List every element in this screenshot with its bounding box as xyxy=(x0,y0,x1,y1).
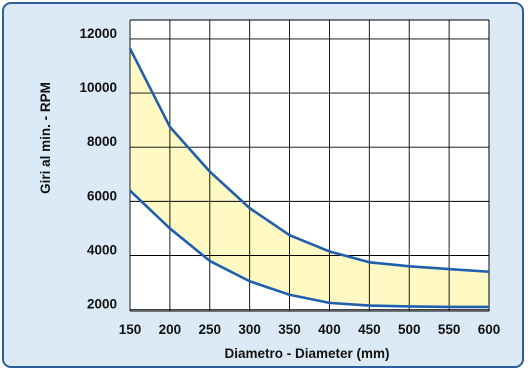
x-tick-label-200: 200 xyxy=(159,322,182,337)
x-tick-label-450: 450 xyxy=(358,322,381,337)
y-tick-label-12000: 12000 xyxy=(79,26,117,41)
x-tick-label-350: 350 xyxy=(278,322,301,337)
rpm-range-band xyxy=(130,48,489,307)
x-tick-label-150: 150 xyxy=(119,322,142,337)
lower-rpm-line xyxy=(129,189,489,309)
x-tick-label-250: 250 xyxy=(199,322,222,337)
y-tick-label-8000: 8000 xyxy=(87,134,117,149)
x-axis-label: Diametro - Diameter (mm) xyxy=(224,346,389,361)
y-tick-label-10000: 10000 xyxy=(79,80,117,95)
x-tick-label-300: 300 xyxy=(238,322,261,337)
x-tick-label-600: 600 xyxy=(478,322,501,337)
y-tick-label-6000: 6000 xyxy=(87,188,117,203)
upper-rpm-line xyxy=(128,47,490,274)
y-tick-label-4000: 4000 xyxy=(87,243,117,258)
y-tick-label-2000: 2000 xyxy=(87,297,117,312)
x-tick-label-400: 400 xyxy=(318,322,341,337)
y-axis-label: Giri al min. - RPM xyxy=(38,82,53,194)
x-tick-label-550: 550 xyxy=(438,322,461,337)
x-tick-label-500: 500 xyxy=(398,322,421,337)
